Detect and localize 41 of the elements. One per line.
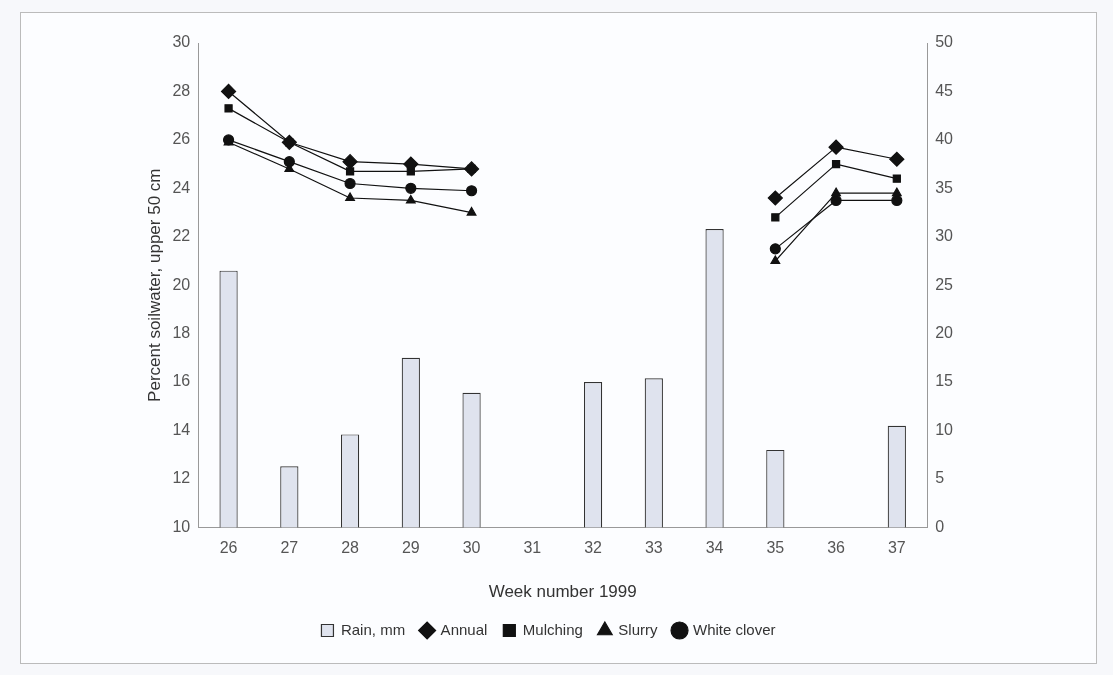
legend-label: Mulching (522, 620, 583, 638)
x-tick-label: 30 (462, 539, 481, 557)
y-tick-label: 26 (172, 130, 191, 148)
y2-tick-label: 20 (935, 324, 954, 342)
x-tick-label: 32 (584, 539, 603, 557)
x-tick-label: 28 (341, 539, 360, 557)
y2-tick-label: 30 (935, 227, 954, 245)
y-tick-label: 30 (172, 33, 191, 51)
y-tick-label: 20 (172, 275, 191, 293)
y2-tick-label: 5 (935, 469, 945, 487)
y2-tick-label: 45 (935, 81, 954, 99)
y-tick-label: 16 (172, 372, 191, 390)
y2-tick-label: 15 (935, 372, 954, 390)
x-tick-label: 36 (827, 539, 846, 557)
legend-label: Slurry (618, 620, 659, 638)
x-tick-label: 37 (887, 539, 906, 557)
y-tick-label: 22 (172, 227, 191, 245)
y2-tick-label: 25 (935, 275, 954, 293)
y-axis-title: Percent soilwater, upper 50 cm (144, 168, 164, 402)
y-tick-label: 28 (172, 81, 191, 99)
legend-label: Rain, mm (340, 620, 406, 638)
y-tick-label: 12 (172, 469, 191, 487)
y2-tick-label: 50 (935, 33, 954, 51)
y2-tick-label: 0 (935, 517, 945, 535)
x-tick-label: 29 (401, 539, 420, 557)
y-tick-label: 18 (172, 324, 191, 342)
y2-tick-label: 35 (935, 178, 954, 196)
legend-label: White clover (693, 620, 776, 638)
x-tick-label: 34 (705, 539, 724, 557)
y-tick-label: 24 (172, 178, 191, 196)
x-tick-label: 33 (644, 539, 663, 557)
y2-tick-label: 40 (935, 130, 954, 148)
x-tick-label: 27 (280, 539, 299, 557)
legend-label: Annual (440, 620, 488, 638)
y-tick-label: 10 (172, 517, 191, 535)
y-tick-label: 14 (172, 420, 191, 438)
y2-tick-label: 10 (935, 420, 954, 438)
x-tick-label: 31 (523, 539, 542, 557)
x-axis-title: Week number 1999 (488, 582, 637, 602)
x-tick-label: 26 (219, 539, 238, 557)
x-tick-label: 35 (766, 539, 785, 557)
